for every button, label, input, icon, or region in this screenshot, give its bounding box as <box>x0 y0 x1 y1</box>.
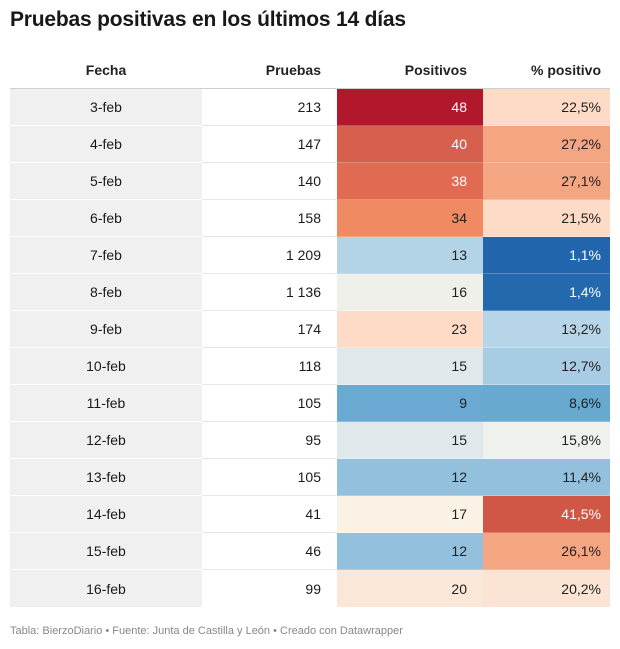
cell-pruebas: 147 <box>202 126 337 163</box>
cell-pruebas: 213 <box>202 89 337 126</box>
cell-fecha: 3-feb <box>10 89 202 126</box>
cell-pruebas: 41 <box>202 496 337 533</box>
cell-fecha: 5-feb <box>10 163 202 200</box>
cell-fecha: 4-feb <box>10 126 202 163</box>
cell-fecha: 9-feb <box>10 311 202 348</box>
table-row: 11-feb 105 9 8,6% <box>10 385 610 422</box>
cell-positivos: 15 <box>337 422 483 459</box>
cell-fecha: 16-feb <box>10 570 202 607</box>
cell-pct-positivo: 11,4% <box>483 459 610 496</box>
cell-pruebas: 1 209 <box>202 237 337 274</box>
cell-positivos: 13 <box>337 237 483 274</box>
cell-pct-positivo: 22,5% <box>483 89 610 126</box>
cell-fecha: 13-feb <box>10 459 202 496</box>
table-row: 3-feb 213 48 22,5% <box>10 89 610 126</box>
cell-fecha: 11-feb <box>10 385 202 422</box>
cell-pruebas: 105 <box>202 459 337 496</box>
cell-pruebas: 99 <box>305 580 321 597</box>
cell-fecha: 6-feb <box>10 200 202 237</box>
footer-credits: Tabla: BierzoDiario • Fuente: Junta de C… <box>10 625 403 637</box>
table-row: 9-feb 174 23 13,2% <box>10 311 610 348</box>
header-fecha: Fecha <box>85 62 127 78</box>
table-row: 16-feb 99 20 20,2% <box>10 570 610 607</box>
table-row: 6-feb 158 34 21,5% <box>10 200 610 237</box>
header-positivos: Positivos <box>404 62 467 78</box>
cell-pct-positivo: 13,2% <box>483 311 610 348</box>
cell-positivos: 16 <box>337 274 483 311</box>
cell-fecha: 15-feb <box>10 533 202 570</box>
cell-pruebas: 105 <box>202 385 337 422</box>
cell-pct-positivo: 41,5% <box>483 496 610 533</box>
cell-pct-positivo: 12,7% <box>483 348 610 385</box>
cell-positivos: 15 <box>337 348 483 385</box>
table-body: 3-feb 213 48 22,5% 4-feb 147 40 27,2% 5-feb 140 38… <box>10 88 610 607</box>
cell-fecha: 14-feb <box>10 496 202 533</box>
cell-positivos: 34 <box>337 200 483 237</box>
header-pruebas: Pruebas <box>265 62 321 78</box>
table-row: 13-feb 105 12 11,4% <box>10 459 610 496</box>
table-row: 15-feb 46 12 26,1% <box>10 533 610 570</box>
cell-pct-positivo: 8,6% <box>483 385 610 422</box>
cell-positivos: 12 <box>337 459 483 496</box>
cell-positivos: 48 <box>337 89 483 126</box>
cell-fecha: 10-feb <box>10 348 202 385</box>
header-pct-positivo: % positivo <box>530 62 601 78</box>
table-row: 8-feb 1 136 16 1,4% <box>10 274 610 311</box>
cell-fecha: 8-feb <box>10 274 202 311</box>
cell-fecha: 12-feb <box>10 422 202 459</box>
cell-pct-positivo: 1,1% <box>483 237 610 274</box>
cell-pruebas: 174 <box>202 311 337 348</box>
cell-positivos: 38 <box>337 163 483 200</box>
cell-positivos: 12 <box>337 533 483 570</box>
table-header: Fecha Pruebas Positivos % positivo <box>10 52 610 88</box>
table-row: 10-feb 118 15 12,7% <box>10 348 610 385</box>
table-row: 14-feb 41 17 41,5% <box>10 496 610 533</box>
cell-pct-positivo: 15,8% <box>483 422 610 459</box>
cell-positivos: 20 <box>337 570 483 607</box>
cell-pct-positivo: 20,2% <box>483 570 610 607</box>
cell-pruebas: 46 <box>202 533 337 570</box>
table-row: 4-feb 147 40 27,2% <box>10 126 610 163</box>
cell-positivos: 40 <box>337 126 483 163</box>
cell-pct-positivo: 26,1% <box>483 533 610 570</box>
table-row: 12-feb 95 15 15,8% <box>10 422 610 459</box>
cell-pruebas: 140 <box>202 163 337 200</box>
cell-fecha: 7-feb <box>10 237 202 274</box>
cell-pct-positivo: 27,2% <box>483 126 610 163</box>
chart-title: Pruebas positivas en los últimos 14 días <box>10 8 406 31</box>
cell-positivos: 23 <box>337 311 483 348</box>
cell-pct-positivo: 1,4% <box>483 274 610 311</box>
cell-pct-positivo: 27,1% <box>483 163 610 200</box>
cell-pruebas: 1 136 <box>202 274 337 311</box>
cell-pruebas: 158 <box>202 200 337 237</box>
data-table: Fecha Pruebas Positivos % positivo 3-feb… <box>10 52 610 607</box>
cell-pruebas: 118 <box>202 348 337 385</box>
cell-positivos: 17 <box>337 496 483 533</box>
table-row: 5-feb 140 38 27,1% <box>10 163 610 200</box>
cell-pruebas: 95 <box>202 422 337 459</box>
table-row: 7-feb 1 209 13 1,1% <box>10 237 610 274</box>
cell-pct-positivo: 21,5% <box>483 200 610 237</box>
cell-positivos: 9 <box>337 385 483 422</box>
